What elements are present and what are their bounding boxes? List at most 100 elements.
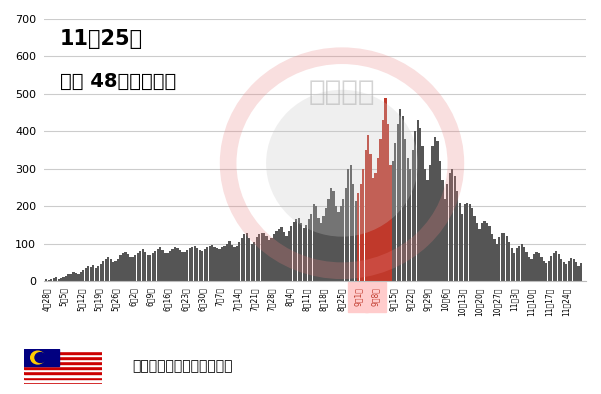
Bar	[184, 252, 186, 281]
Bar	[355, 201, 357, 281]
Bar	[47, 280, 50, 281]
Bar	[555, 251, 557, 281]
Bar	[416, 120, 419, 281]
Ellipse shape	[266, 90, 418, 237]
Bar	[248, 238, 251, 281]
Bar	[335, 206, 337, 281]
Bar	[511, 248, 513, 281]
Bar	[231, 245, 233, 281]
Bar	[545, 263, 548, 281]
Bar	[154, 251, 156, 281]
Bar	[109, 260, 112, 281]
Bar	[498, 237, 501, 281]
Bar	[377, 158, 379, 281]
Bar	[305, 225, 307, 281]
Bar	[508, 242, 510, 281]
Bar	[297, 217, 300, 281]
Bar	[224, 245, 225, 281]
Bar	[238, 242, 240, 281]
Bar	[78, 275, 79, 281]
Bar	[379, 139, 382, 281]
Bar	[421, 146, 424, 281]
Bar	[206, 247, 209, 281]
Bar	[189, 248, 191, 281]
Bar	[263, 233, 265, 281]
Bar	[186, 251, 189, 281]
Bar	[120, 255, 121, 281]
Bar	[342, 199, 344, 281]
Bar	[461, 214, 463, 281]
Bar	[241, 238, 243, 281]
Bar	[72, 272, 75, 281]
Bar	[404, 139, 406, 281]
Bar	[216, 248, 218, 281]
Bar	[394, 143, 397, 281]
Bar	[24, 369, 102, 372]
Bar	[124, 252, 127, 281]
Bar	[24, 364, 102, 366]
Bar	[303, 228, 305, 281]
Bar	[446, 184, 448, 281]
Bar	[573, 259, 575, 281]
Bar	[122, 253, 124, 281]
Bar	[251, 244, 253, 281]
Bar	[280, 227, 282, 281]
Bar	[182, 252, 183, 281]
Bar	[516, 248, 518, 281]
Bar	[24, 366, 102, 369]
Bar	[196, 248, 198, 281]
Bar	[439, 161, 441, 281]
Bar	[328, 199, 329, 281]
Bar	[139, 251, 141, 281]
Bar	[233, 247, 236, 281]
Bar	[75, 273, 77, 281]
Bar	[432, 146, 433, 281]
Bar	[531, 259, 532, 281]
Bar	[325, 208, 327, 281]
Bar	[456, 191, 459, 281]
Bar	[407, 158, 409, 281]
Bar	[565, 264, 567, 281]
Bar	[478, 229, 481, 281]
Bar	[414, 131, 416, 281]
Bar	[24, 374, 102, 377]
Bar	[560, 259, 563, 281]
Bar	[387, 124, 389, 281]
Bar	[533, 254, 535, 281]
Bar	[392, 161, 394, 281]
Bar	[330, 188, 332, 281]
Bar	[243, 234, 245, 281]
Bar	[194, 245, 196, 281]
Bar	[374, 173, 377, 281]
Bar	[268, 240, 270, 281]
Bar	[551, 256, 552, 281]
Bar	[174, 247, 176, 281]
Bar	[273, 234, 275, 281]
Bar	[226, 244, 228, 281]
Bar	[24, 377, 102, 379]
Bar	[204, 249, 206, 281]
Bar	[370, 154, 371, 281]
Bar	[459, 203, 461, 281]
Bar	[24, 379, 102, 382]
Bar	[199, 251, 201, 281]
Bar	[253, 242, 255, 281]
Bar	[503, 232, 505, 281]
Text: 11月25日: 11月25日	[60, 30, 143, 50]
Bar	[320, 223, 322, 281]
Bar	[221, 247, 223, 281]
Bar	[191, 247, 194, 281]
Bar	[169, 251, 171, 281]
Bar	[434, 137, 436, 281]
Bar	[489, 226, 490, 281]
Bar	[67, 275, 70, 281]
Bar	[129, 257, 132, 281]
Bar	[166, 253, 169, 281]
Bar	[543, 260, 545, 281]
Bar	[493, 239, 495, 281]
Bar	[107, 257, 109, 281]
Bar	[236, 245, 238, 281]
Bar	[359, 184, 362, 281]
Bar	[436, 141, 439, 281]
Bar	[55, 277, 57, 281]
